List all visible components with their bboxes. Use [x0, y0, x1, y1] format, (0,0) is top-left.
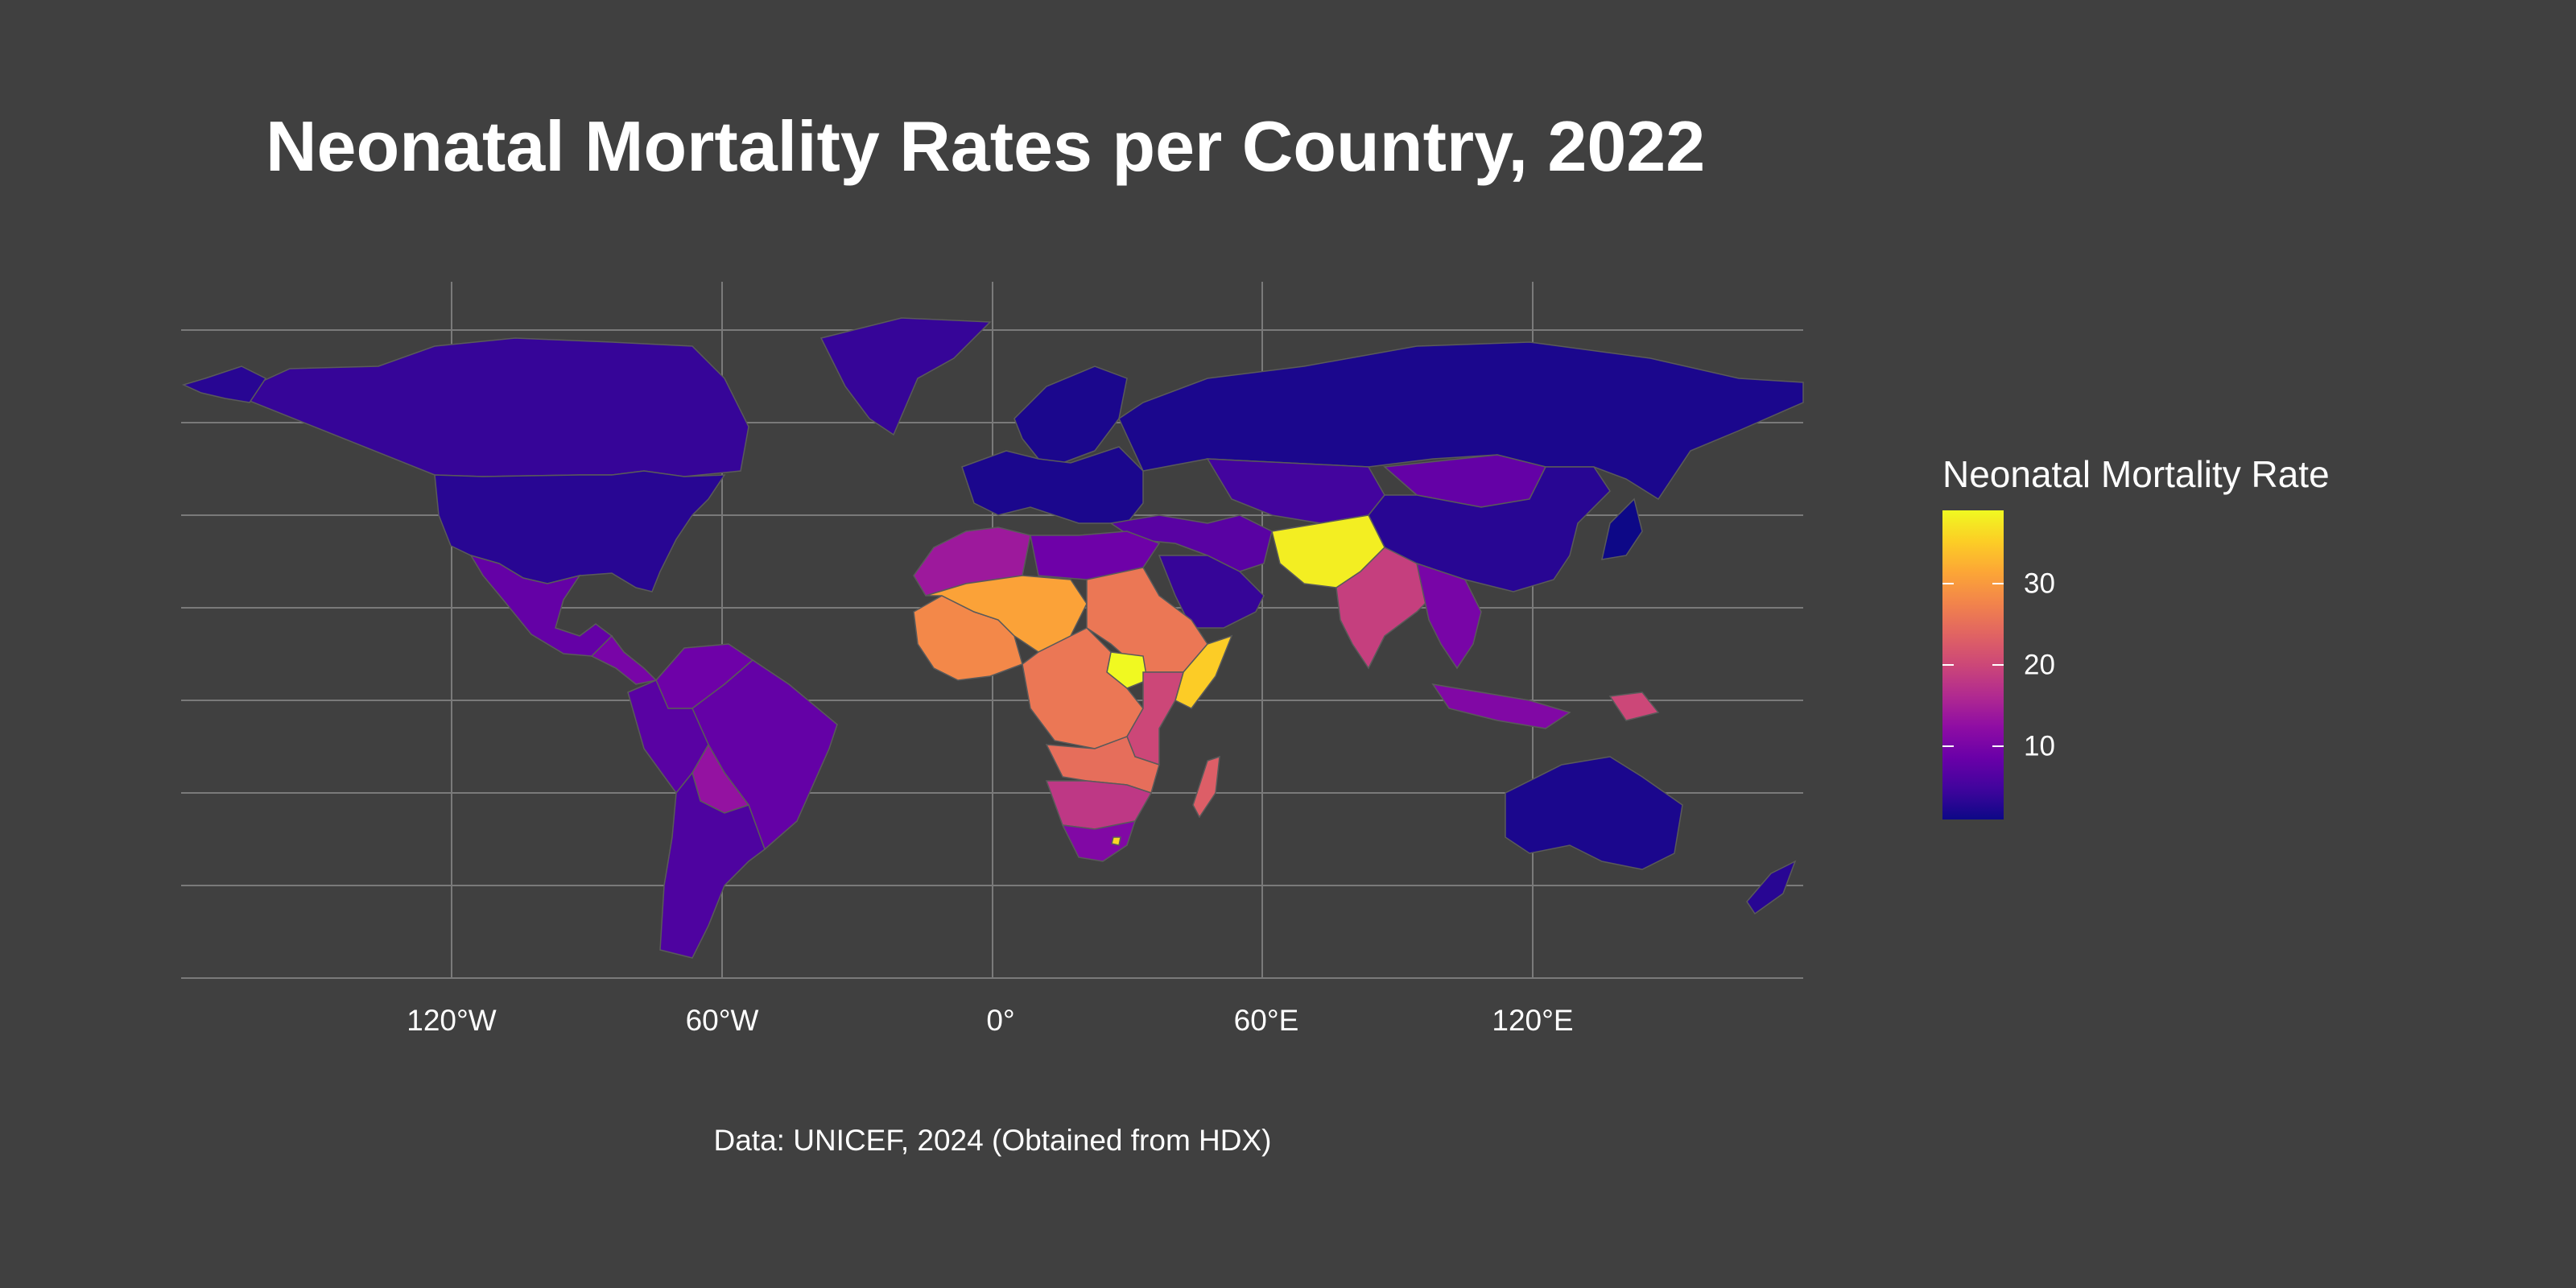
caption: Data: UNICEF, 2024 (Obtained from HDX) — [713, 1124, 1272, 1157]
region-saudi-arabia — [1158, 555, 1265, 629]
region-central-america — [590, 634, 658, 685]
region-alaska — [181, 365, 267, 403]
x-tick-label: 60°W — [685, 1004, 759, 1037]
legend-tick-mark — [1992, 582, 2004, 584]
legend-tick-label: 10 — [2024, 730, 2055, 762]
region-central-africa — [1022, 627, 1144, 749]
region-namibia-botswana — [1045, 780, 1153, 830]
region-australia — [1505, 756, 1683, 870]
region-madagascar — [1192, 755, 1220, 819]
region-south-africa — [1061, 820, 1137, 862]
x-tick-label: 60°E — [1233, 1004, 1299, 1037]
region-indonesia — [1431, 683, 1571, 729]
legend-tick-label: 30 — [2024, 568, 2055, 600]
region-southeast-asia — [1415, 562, 1482, 670]
chart-title: Neonatal Mortality Rates per Country, 20… — [266, 106, 1706, 186]
legend-tick-mark — [1942, 745, 1954, 748]
region-scandinavia — [1013, 365, 1128, 464]
legend-tick-mark — [1942, 664, 1954, 666]
region-kazakhstan — [1206, 458, 1385, 524]
legend-tick-mark — [1942, 582, 1954, 584]
x-tick-label: 120°W — [407, 1004, 497, 1037]
region-new-zealand — [1746, 860, 1797, 915]
region-japan — [1601, 497, 1643, 560]
region-libya-egypt — [1030, 530, 1161, 580]
region-mexico — [469, 554, 613, 657]
region-angola-zambia — [1045, 736, 1160, 794]
x-tick-label: 120°E — [1492, 1004, 1574, 1037]
region-lesotho — [1111, 836, 1121, 846]
region-turkey-iran — [1109, 514, 1273, 572]
legend-tick-mark — [1992, 664, 2004, 666]
legend-tick-mark — [1992, 745, 2004, 748]
region-argentina-chile — [659, 771, 766, 959]
legend-title: Neonatal Mortality Rate — [1942, 453, 2330, 495]
region-papua-new-guinea — [1608, 691, 1660, 721]
x-tick-label: 0° — [986, 1004, 1015, 1037]
region-europe — [961, 446, 1144, 524]
legend-tick-label: 20 — [2024, 649, 2055, 681]
region-canada — [232, 337, 749, 477]
countries-layer — [181, 317, 1804, 959]
region-greenland — [819, 317, 992, 436]
region-united-states — [434, 470, 726, 592]
